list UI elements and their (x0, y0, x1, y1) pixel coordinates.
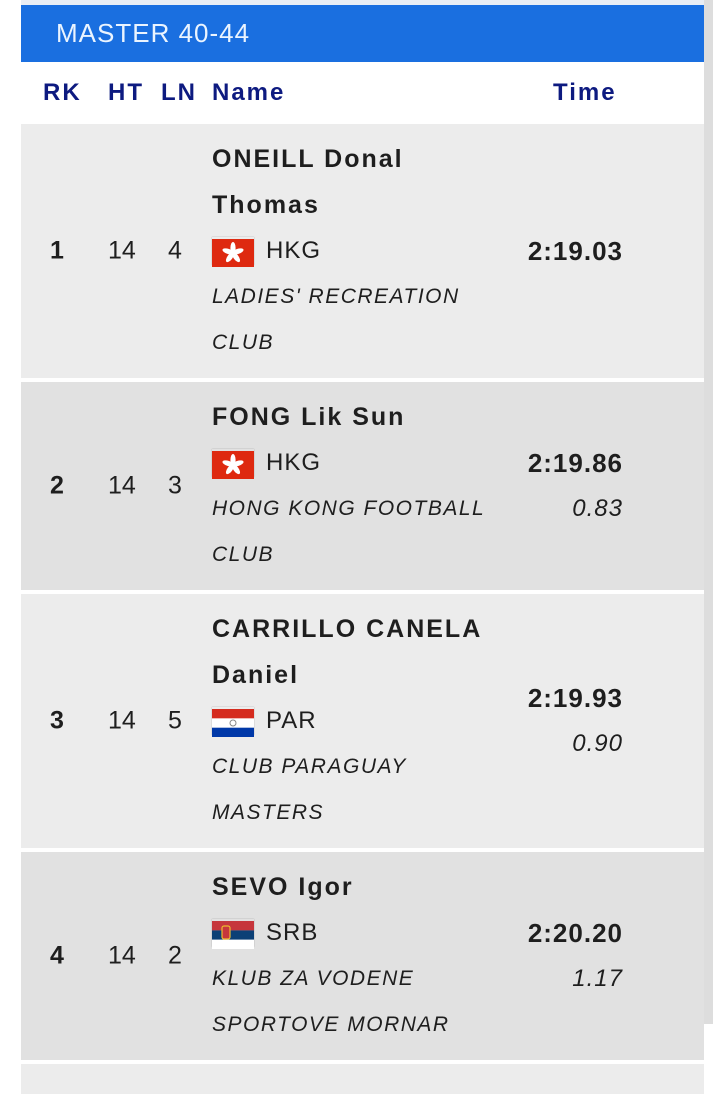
athlete-name: Daniel (212, 661, 300, 689)
country-code: HKG (266, 237, 322, 264)
club-name: LADIES' RECREATION (212, 285, 460, 308)
result-time: 2:19.86 (527, 448, 623, 478)
country-code: SRB (266, 919, 319, 946)
club-name: KLUB ZA VODENE (212, 967, 415, 990)
lane: 5 (168, 706, 182, 735)
athlete-info: FONG Lik Sun HKG HONG KONG FOOTBALL CLUB (212, 382, 485, 590)
time-info: 2:19.03 (528, 228, 623, 274)
time-info: 2:19.86 0.83 (528, 440, 623, 532)
country-code: HKG (266, 449, 322, 476)
heat: 14 (108, 471, 136, 500)
rank: 2 (50, 471, 64, 500)
club-name: CLUB PARAGUAY (212, 755, 407, 778)
time-behind: 0.90 (572, 730, 623, 757)
serbia-flag-icon (212, 919, 254, 949)
heat: 14 (108, 941, 136, 970)
page-edge (704, 0, 713, 1024)
hong-kong-flag-icon (212, 237, 254, 267)
table-row[interactable]: 4 14 2 SEVO Igor SRB KLUB ZA VODENE SPORT… (21, 852, 704, 1060)
lane: 2 (168, 941, 182, 970)
athlete-name: Thomas (212, 191, 320, 219)
paraguay-flag-icon (212, 707, 254, 737)
col-ln: LN (161, 79, 197, 106)
club-name: MASTERS (212, 801, 325, 824)
athlete-name: ONEILL Donal (212, 145, 404, 173)
result-time: 2:19.93 (527, 683, 623, 713)
column-headers: RK HT LN Name Time (21, 62, 704, 124)
athlete-name: CARRILLO CANELA (212, 615, 483, 643)
club-name: CLUB (212, 543, 275, 566)
country: SRB (212, 910, 450, 956)
table-row[interactable]: 2 14 3 FONG Lik Sun HKG HONG KONG FOOTBA… (21, 382, 704, 590)
athlete-info: ONEILL Donal Thomas HKG LADIES' RECREATIO… (212, 124, 460, 378)
club-name: SPORTOVE MORNAR (212, 1013, 450, 1036)
rank: 1 (50, 236, 64, 265)
country: PAR (212, 698, 482, 744)
time-behind: 0.83 (572, 495, 623, 522)
table-row[interactable]: 3 14 5 CARRILLO CANELA Daniel PAR CLUB PA… (21, 594, 704, 848)
club-name: CLUB (212, 331, 275, 354)
athlete-name: SEVO Igor (212, 873, 354, 901)
country: HKG (212, 228, 460, 274)
results-table: MASTER 40-44 RK HT LN Name Time 1 14 4 O… (21, 0, 704, 1098)
result-time: 2:20.20 (527, 918, 623, 948)
table-row[interactable]: 1 14 4 ONEILL Donal Thomas HKG LADIES' RE… (21, 124, 704, 378)
athlete-info: CARRILLO CANELA Daniel PAR CLUB PARAGUAY M… (212, 594, 482, 848)
lane: 3 (168, 471, 182, 500)
col-rk: RK (43, 79, 82, 106)
country-code: PAR (266, 707, 317, 734)
rank: 4 (50, 941, 64, 970)
hong-kong-flag-icon (212, 449, 254, 479)
category-title: MASTER 40-44 (56, 18, 251, 48)
col-ht: HT (108, 79, 144, 106)
heat: 14 (108, 236, 136, 265)
lane: 4 (168, 236, 182, 265)
category-banner: MASTER 40-44 (21, 5, 704, 62)
heat: 14 (108, 706, 136, 735)
rank: 3 (50, 706, 64, 735)
col-time: Time (553, 79, 617, 106)
time-behind: 1.17 (572, 965, 623, 992)
athlete-name: FONG Lik Sun (212, 403, 406, 431)
table-row-partial (21, 1064, 704, 1094)
time-info: 2:20.20 1.17 (528, 910, 623, 1002)
col-name: Name (212, 79, 286, 106)
top-divider (21, 0, 704, 5)
result-time: 2:19.03 (527, 236, 623, 266)
athlete-info: SEVO Igor SRB KLUB ZA VODENE SPORTOVE MOR… (212, 852, 450, 1060)
time-info: 2:19.93 0.90 (528, 675, 623, 767)
country: HKG (212, 440, 485, 486)
club-name: HONG KONG FOOTBALL (212, 497, 486, 520)
